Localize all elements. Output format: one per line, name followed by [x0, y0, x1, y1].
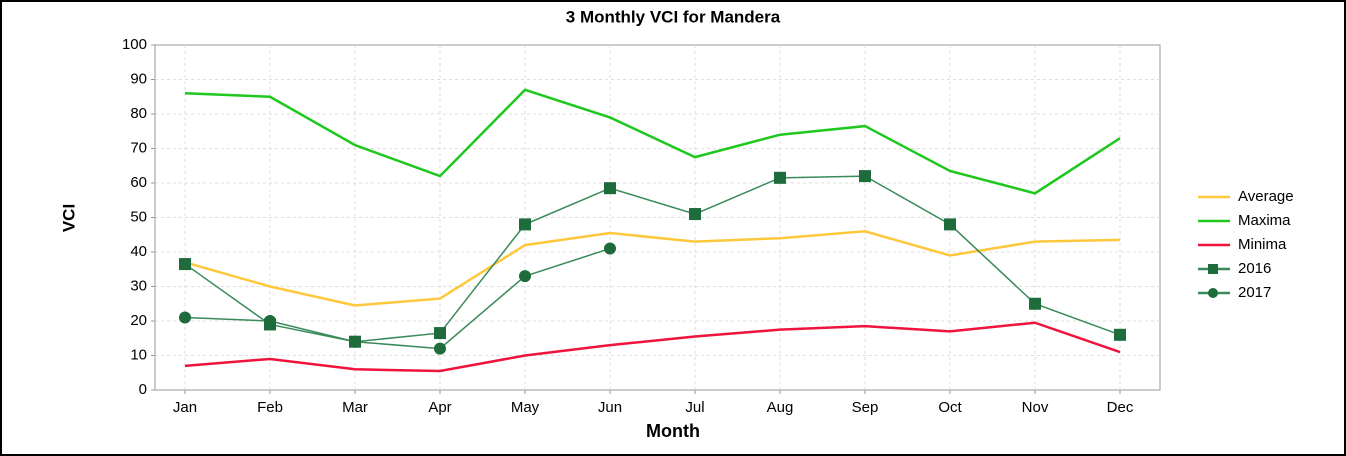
marker — [604, 242, 616, 255]
y-tick-label: 90 — [130, 70, 147, 87]
legend-label: 2017 — [1238, 284, 1271, 301]
legend-label: Maxima — [1238, 212, 1291, 229]
marker — [179, 258, 191, 271]
marker — [434, 342, 446, 355]
x-tick-label: Apr — [428, 399, 451, 416]
x-tick-label: Nov — [1022, 399, 1049, 416]
x-tick-label: Feb — [257, 399, 283, 416]
marker — [774, 171, 786, 184]
marker — [859, 170, 871, 183]
x-tick-label: Jun — [598, 399, 622, 416]
marker — [179, 311, 191, 324]
y-tick-label: 70 — [130, 139, 147, 156]
y-tick-label: 10 — [130, 346, 147, 363]
x-axis-label: Month — [646, 421, 700, 441]
y-axis-label: VCI — [59, 204, 78, 232]
x-tick-label: Jul — [685, 399, 704, 416]
legend-marker — [1208, 264, 1218, 274]
marker — [604, 182, 616, 195]
marker — [1029, 297, 1041, 310]
legend-label: 2016 — [1238, 260, 1271, 277]
legend-marker — [1208, 288, 1218, 298]
series-line — [184, 247, 611, 350]
marker — [1114, 328, 1126, 341]
y-tick-label: 0 — [139, 381, 147, 398]
chart-title: 3 Monthly VCI for Mandera — [566, 7, 781, 26]
x-tick-label: Jan — [173, 399, 197, 416]
y-tick-label: 20 — [130, 312, 147, 329]
marker — [349, 335, 361, 348]
marker — [519, 270, 531, 283]
x-tick-label: Sep — [852, 399, 879, 416]
legend-label: Average — [1238, 188, 1294, 205]
marker — [264, 315, 276, 327]
y-tick-label: 60 — [130, 174, 147, 191]
series-line — [184, 88, 1121, 195]
x-tick-label: Aug — [767, 399, 794, 416]
y-tick-label: 80 — [130, 105, 147, 122]
x-tick-label: Mar — [342, 399, 368, 416]
y-tick-label: 100 — [122, 36, 147, 53]
series-line — [184, 321, 1121, 373]
y-tick-label: 40 — [130, 243, 147, 260]
legend-label: Minima — [1238, 236, 1287, 253]
x-tick-label: May — [511, 399, 540, 416]
marker — [519, 218, 531, 231]
marker — [944, 218, 956, 231]
y-tick-label: 50 — [130, 208, 147, 225]
marker — [434, 327, 446, 340]
series-line — [184, 230, 1121, 307]
x-tick-label: Oct — [938, 399, 962, 416]
x-tick-label: Dec — [1107, 399, 1134, 416]
y-tick-label: 30 — [130, 277, 147, 294]
marker — [689, 208, 701, 221]
